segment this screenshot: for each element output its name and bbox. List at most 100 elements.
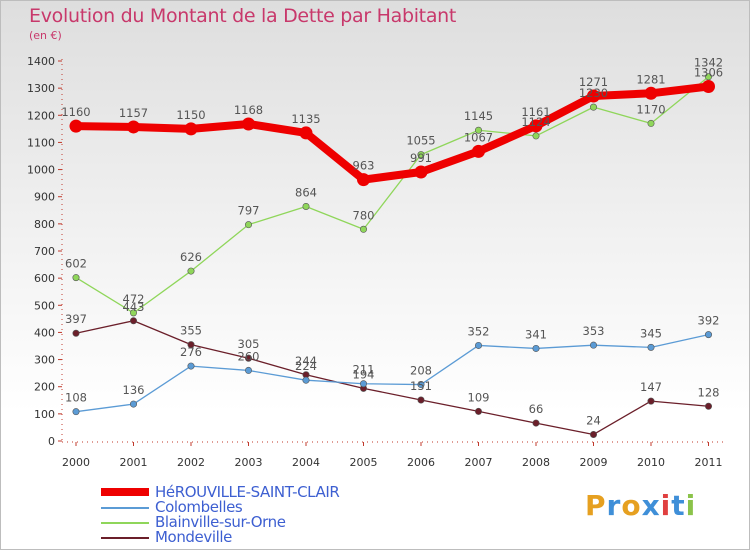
data-point bbox=[589, 341, 597, 349]
data-point bbox=[242, 117, 255, 131]
y-tick-label: 400 bbox=[34, 326, 55, 339]
brand-logo: Proxiti bbox=[585, 489, 696, 522]
data-point bbox=[532, 419, 540, 427]
data-label: 352 bbox=[468, 324, 490, 338]
brand-letter: r bbox=[606, 489, 622, 522]
data-point bbox=[359, 225, 367, 233]
data-label: 1170 bbox=[636, 102, 665, 116]
data-point bbox=[589, 103, 597, 111]
data-point bbox=[359, 380, 367, 388]
data-label: 1055 bbox=[406, 134, 435, 148]
x-tick-label: 2011 bbox=[695, 456, 723, 469]
data-point bbox=[474, 126, 482, 134]
data-point bbox=[187, 362, 195, 370]
x-tick-label: 2002 bbox=[177, 456, 205, 469]
data-label: 443 bbox=[123, 300, 145, 314]
data-point bbox=[532, 132, 540, 140]
x-tick-label: 2001 bbox=[120, 456, 148, 469]
y-tick-label: 0 bbox=[48, 435, 55, 448]
legend-label: Colombelles bbox=[155, 498, 243, 516]
data-point bbox=[414, 165, 428, 179]
chart-subtitle: (en €) bbox=[29, 29, 62, 42]
data-label: 1150 bbox=[176, 108, 205, 122]
data-label: 211 bbox=[353, 363, 375, 377]
y-tick-label: 200 bbox=[34, 381, 55, 394]
data-label: 147 bbox=[640, 380, 662, 394]
y-tick-label: 1000 bbox=[27, 164, 55, 177]
data-point bbox=[704, 73, 712, 81]
data-point bbox=[245, 354, 253, 362]
data-point bbox=[417, 381, 425, 389]
y-tick-label: 500 bbox=[34, 299, 55, 312]
data-label: 1342 bbox=[694, 56, 723, 70]
series-line-2 bbox=[75, 76, 709, 314]
x-tick-label: 2003 bbox=[235, 456, 263, 469]
data-label: 1168 bbox=[234, 103, 263, 117]
x-tick-label: 2004 bbox=[292, 456, 320, 469]
data-label: 355 bbox=[180, 324, 202, 338]
data-label: 151 bbox=[410, 379, 432, 393]
data-point bbox=[127, 120, 140, 134]
y-tick-label: 1400 bbox=[27, 55, 55, 68]
y-tick-label: 300 bbox=[34, 354, 55, 367]
data-label: 1306 bbox=[694, 66, 723, 80]
y-tick-label: 1200 bbox=[27, 109, 55, 122]
series-line-0 bbox=[75, 82, 709, 184]
data-point bbox=[589, 430, 597, 438]
data-label: 1157 bbox=[119, 106, 148, 120]
data-label: 128 bbox=[698, 385, 720, 399]
data-point bbox=[130, 400, 138, 408]
data-label: 108 bbox=[65, 391, 87, 405]
data-point bbox=[417, 151, 425, 159]
data-label: 136 bbox=[123, 383, 145, 397]
data-label: 780 bbox=[353, 208, 375, 222]
brand-letter: t bbox=[671, 489, 686, 522]
y-tick-label: 900 bbox=[34, 191, 55, 204]
legend-label: Blainville-sur-Orne bbox=[155, 513, 286, 531]
data-point bbox=[587, 89, 600, 103]
data-label: 1160 bbox=[61, 105, 90, 119]
brand-letter: o bbox=[621, 489, 642, 522]
data-label: 1281 bbox=[636, 72, 665, 86]
data-label: 276 bbox=[180, 345, 202, 359]
data-label: 1161 bbox=[521, 105, 550, 119]
x-tick-label: 2007 bbox=[465, 456, 493, 469]
brand-letter: x bbox=[641, 489, 661, 522]
data-label: 1145 bbox=[464, 109, 493, 123]
brand-letter: i bbox=[660, 489, 672, 522]
data-label: 345 bbox=[640, 326, 662, 340]
data-label: 194 bbox=[353, 367, 375, 381]
x-tick-label: 2009 bbox=[580, 456, 608, 469]
data-point bbox=[472, 144, 485, 158]
x-tick-label: 2000 bbox=[62, 456, 90, 469]
data-point bbox=[69, 119, 83, 133]
legend-swatch bbox=[101, 488, 149, 496]
y-tick-label: 800 bbox=[34, 218, 55, 231]
data-point bbox=[702, 80, 715, 94]
legend-label: Mondeville bbox=[155, 528, 232, 546]
data-point bbox=[245, 366, 253, 374]
x-tick-label: 2006 bbox=[407, 456, 435, 469]
series-line-1 bbox=[75, 333, 709, 413]
data-point bbox=[187, 267, 195, 275]
data-point bbox=[302, 202, 310, 210]
data-label: 260 bbox=[238, 349, 260, 363]
brand-letter: i bbox=[685, 489, 697, 522]
data-label: 1230 bbox=[579, 86, 608, 100]
data-point bbox=[474, 341, 482, 349]
data-label: 392 bbox=[698, 314, 720, 328]
data-label: 472 bbox=[123, 292, 145, 306]
y-tick-label: 1300 bbox=[27, 82, 55, 95]
x-tick-label: 2010 bbox=[637, 456, 665, 469]
data-label: 1067 bbox=[464, 130, 493, 144]
data-point bbox=[417, 396, 425, 404]
data-label: 397 bbox=[65, 312, 87, 326]
legend-label: HéROUVILLE-SAINT-CLAIR bbox=[155, 483, 340, 501]
data-point bbox=[245, 221, 253, 229]
data-label: 1124 bbox=[521, 115, 550, 129]
data-point bbox=[529, 119, 543, 133]
data-point bbox=[704, 331, 712, 339]
data-label: 244 bbox=[295, 354, 317, 368]
data-label: 1135 bbox=[291, 112, 320, 126]
